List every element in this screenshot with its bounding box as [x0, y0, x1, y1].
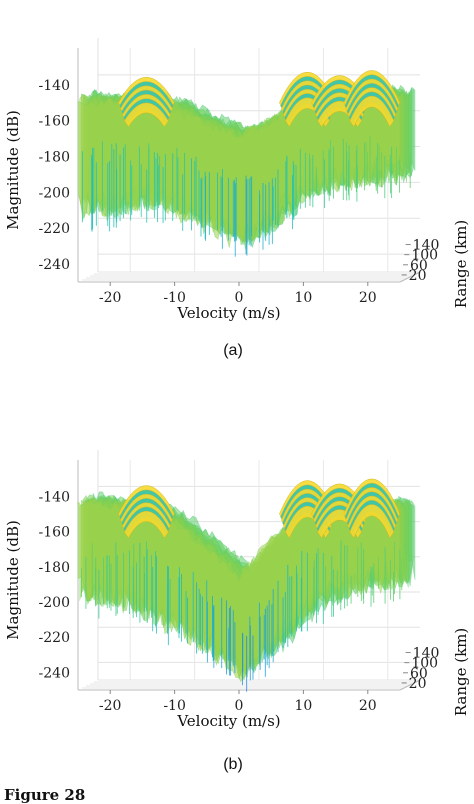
x-tick-label: 10 — [294, 290, 312, 306]
y-tick-label: -220 — [39, 630, 70, 646]
x-tick-label: 20 — [359, 698, 377, 714]
y-tick-label: -200 — [39, 185, 70, 201]
peak-3 — [343, 478, 401, 539]
y-axis-label: Magnitude (dB) — [4, 520, 22, 640]
caption-b: (b) — [223, 756, 243, 773]
z-axis-label: Range (km) — [452, 220, 470, 309]
z-tick-label: 60 — [410, 258, 428, 274]
y-tick-label: -200 — [39, 595, 70, 611]
peak-band — [124, 102, 169, 128]
z-tick-label: 140 — [413, 646, 440, 662]
peak-band — [349, 504, 395, 539]
peak-band — [124, 511, 169, 539]
x-tick-label: 0 — [235, 290, 244, 306]
y-tick-label: -220 — [39, 221, 70, 237]
x-tick-label: 20 — [359, 290, 377, 306]
y-tick-label: -160 — [39, 525, 70, 541]
surface-body — [77, 491, 416, 683]
z-tick-label: 140 — [413, 238, 440, 254]
y-tick-label: -140 — [39, 78, 70, 94]
y-tick-label: -180 — [39, 560, 70, 576]
surface-plot-b: -140-160-180-200-220-240-20 -10 0 10 2014010… — [4, 450, 470, 730]
peak-0 — [118, 77, 175, 128]
z-tick-label: 100 — [411, 248, 438, 264]
x-tick-label: 0 — [235, 698, 244, 714]
x-tick-label: -10 — [163, 698, 186, 714]
z-tick-label: 20 — [409, 676, 427, 692]
caption-a: (a) — [223, 342, 243, 359]
figure-label: Figure 28 — [4, 786, 86, 804]
peak-band — [349, 95, 395, 128]
y-tick-label: -160 — [39, 114, 70, 130]
y-tick-label: -240 — [39, 665, 70, 681]
y-tick-labels: -140 -160 -180 -200 -220 -240 — [39, 489, 70, 681]
z-tick-label: 20 — [409, 268, 427, 284]
x-axis-label: Velocity (m/s) — [176, 712, 280, 730]
surface-spikes — [81, 136, 411, 257]
z-tick-label: 60 — [410, 666, 428, 682]
x-axis-label: Velocity (m/s) — [176, 304, 280, 322]
x-tick-label: -20 — [99, 290, 122, 306]
z-axis-line — [399, 679, 421, 691]
peaks — [118, 70, 401, 128]
x-tick-label: 10 — [294, 698, 312, 714]
surface-body — [77, 84, 416, 251]
y-axis-label: Magnitude (dB) — [4, 110, 22, 230]
x-tick-label: -10 — [163, 290, 186, 306]
y-tick-label: -180 — [39, 150, 70, 166]
peak-0 — [118, 485, 175, 539]
x-tick-labels: -20 -10 0 10 20 — [99, 690, 377, 714]
z-axis-line — [399, 271, 421, 283]
y-tick-label: -240 — [39, 257, 70, 273]
z-tick-label: 100 — [411, 656, 438, 672]
x-tick-label: -20 — [99, 698, 122, 714]
chart-panel-a: -140 -160 -180 -200 -220 -240 -20 -10 0 10 20 140 10… — [0, 0, 474, 370]
y-tick-label: -140 — [39, 489, 70, 505]
y-tick-labels: -140 -160 -180 -200 -220 -240 — [39, 78, 70, 273]
surface-plot-a: -140-160-180-200-220-240-20 -10 0 10 2014010… — [4, 38, 470, 322]
x-tick-labels: -20 -10 0 10 20 — [99, 282, 377, 306]
surface-spikes — [80, 540, 406, 692]
peak-3 — [343, 70, 401, 128]
chart-panel-b: -140 -160 -180 -200 -220 -240 -20 -10 0 10 20 140 10… — [0, 390, 474, 785]
z-axis-label: Range (km) — [452, 628, 470, 717]
peaks — [118, 478, 401, 539]
